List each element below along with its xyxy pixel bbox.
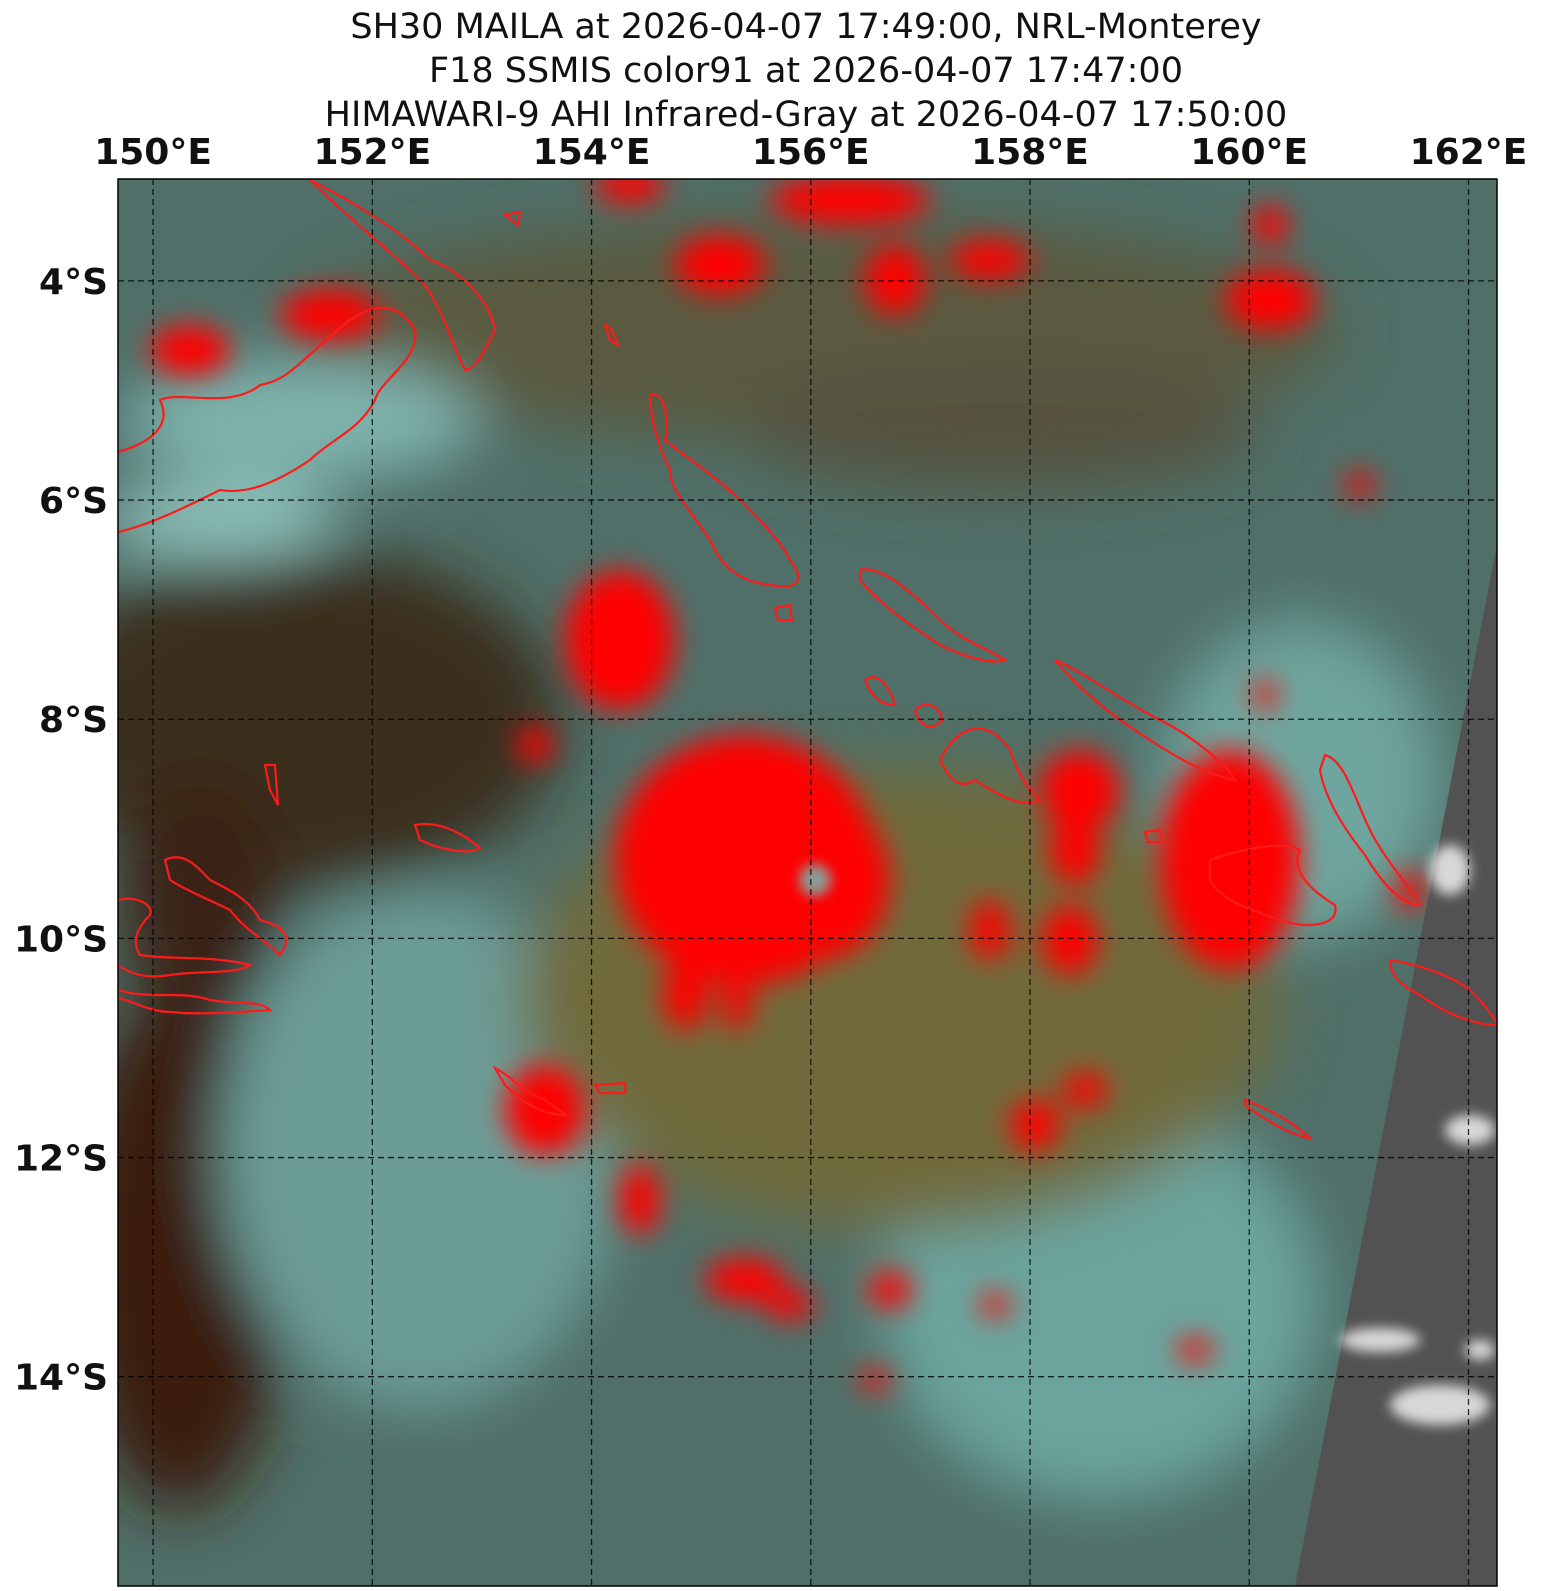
- y-tick-label: 8°S: [39, 700, 108, 741]
- graticule: [118, 179, 1497, 1586]
- title-line: SH30 MAILA at 2026-04-07 17:49:00, NRL-M…: [350, 7, 1261, 47]
- x-tick-label: 156°E: [752, 132, 870, 173]
- y-tick-label: 6°S: [39, 481, 108, 522]
- x-tick-label: 162°E: [1410, 132, 1528, 173]
- x-tick-label: 152°E: [313, 132, 431, 173]
- y-tick-label: 12°S: [14, 1139, 108, 1180]
- coastlines: [118, 179, 1497, 1140]
- y-tick-label: 10°S: [14, 919, 108, 960]
- x-tick-label: 150°E: [94, 132, 212, 173]
- map-frame: [117, 178, 1498, 1587]
- x-tick-label: 158°E: [971, 132, 1089, 173]
- x-tick-label: 160°E: [1190, 132, 1308, 173]
- x-tick-label: 154°E: [533, 132, 651, 173]
- title-line: F18 SSMIS color91 at 2026-04-07 17:47:00: [429, 51, 1183, 91]
- imagery: [118, 179, 1497, 1586]
- y-tick-label: 4°S: [39, 262, 108, 303]
- y-tick-label: 14°S: [14, 1358, 108, 1399]
- title-line: HIMAWARI-9 AHI Infrared-Gray at 2026-04-…: [325, 95, 1288, 135]
